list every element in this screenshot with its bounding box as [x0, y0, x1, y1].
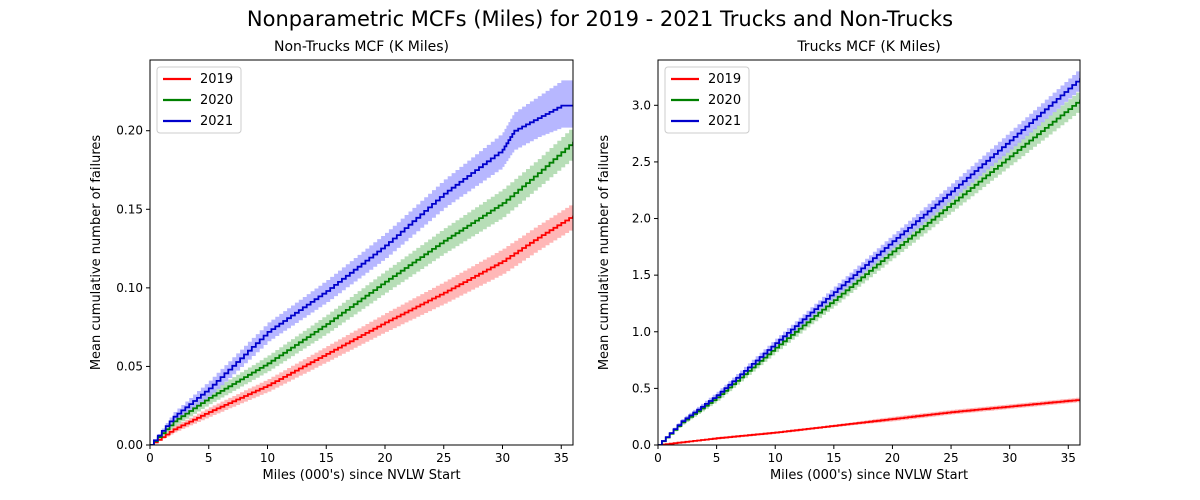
y-axis-label: Mean cumulative number of failures: [597, 135, 612, 371]
series-line-2021: [150, 104, 573, 445]
x-tick-label: 10: [768, 451, 783, 465]
plot-area: [658, 67, 1080, 445]
y-tick-label: 0.10: [116, 281, 143, 295]
x-tick-label: 15: [826, 451, 841, 465]
chart-title: Non-Trucks MCF (K Miles): [274, 39, 449, 55]
y-tick-label: 1.0: [632, 325, 651, 339]
x-tick-label: 5: [205, 451, 213, 465]
plot-frame: [657, 59, 1081, 446]
legend-label: 2020: [200, 93, 233, 108]
y-tick-label: 3.0: [632, 98, 651, 112]
x-tick-label: 20: [377, 451, 392, 465]
series-line-2021: [658, 78, 1080, 445]
y-tick-label: 0.00: [116, 438, 143, 452]
figure-title: Nonparametric MCFs (Miles) for 2019 - 20…: [247, 7, 953, 31]
chart-trucks: 0 5 10 15 20 25 30 35 0.0 0.5 1.0 1.5 2.0 2.5 3.0 Truck…: [597, 39, 1081, 483]
x-tick-label: 35: [1061, 451, 1076, 465]
plot-area: [150, 80, 573, 445]
confidence-band-2021: [658, 67, 1080, 445]
series-line-2019: [150, 215, 573, 445]
y-tick-label: 1.5: [632, 268, 651, 282]
x-tick-label: 20: [885, 451, 900, 465]
y-tick-label: 0.15: [116, 202, 143, 216]
y-axis-label: Mean cumulative number of failures: [89, 135, 104, 371]
x-tick-label: 0: [654, 451, 662, 465]
legend: 2019 2020 2021: [664, 66, 750, 134]
legend-label: 2020: [708, 93, 741, 108]
legend-label: 2019: [708, 72, 741, 87]
chart-title: Trucks MCF (K Miles): [796, 39, 940, 55]
confidence-band-2021: [150, 80, 573, 445]
confidence-band-2020: [150, 126, 573, 445]
x-tick-label: 25: [943, 451, 958, 465]
x-tick-label: 0: [146, 451, 154, 465]
series-line-2020: [150, 141, 573, 445]
x-tick-label: 30: [495, 451, 510, 465]
y-tick-label: 0.05: [116, 359, 143, 373]
legend-box: [664, 66, 750, 134]
y-tick-label: 0.0: [632, 438, 651, 452]
y-tick-label: 2.0: [632, 212, 651, 226]
legend-box: [156, 66, 242, 134]
confidence-band-2019: [150, 203, 573, 445]
legend-label: 2021: [708, 114, 741, 129]
x-tick-label: 5: [713, 451, 721, 465]
y-tick-label: 0.5: [632, 381, 651, 395]
legend-label: 2019: [200, 72, 233, 87]
y-tick-label: 0.20: [116, 124, 143, 138]
x-tick-label: 30: [1002, 451, 1017, 465]
x-tick-label: 35: [554, 451, 569, 465]
plot-frame: [149, 59, 574, 446]
legend: 2019 2020 2021: [156, 66, 242, 134]
x-axis-label: Miles (000's) since NVLW Start: [770, 468, 968, 483]
x-tick-label: 10: [260, 451, 275, 465]
series-line-2019: [658, 399, 1080, 445]
chart-non-trucks: 0 5 10 15 20 25 30 35 0.00 0.05 0.10 0.15 0.20 Non-Tr…: [89, 39, 574, 483]
y-tick-label: 2.5: [632, 155, 651, 169]
x-axis-label: Miles (000's) since NVLW Start: [262, 468, 460, 483]
x-tick-label: 15: [319, 451, 334, 465]
legend-label: 2021: [200, 114, 233, 129]
x-tick-label: 25: [436, 451, 451, 465]
